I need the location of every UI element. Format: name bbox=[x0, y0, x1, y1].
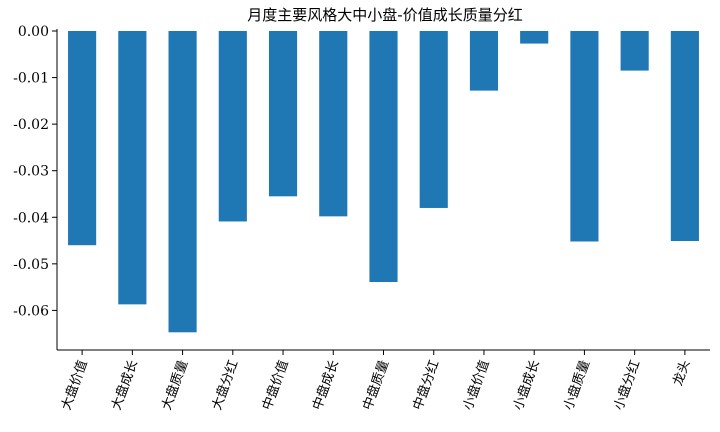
chart-title: 月度主要风格大中小盘-价值成长质量分红 bbox=[247, 6, 522, 24]
x-tick-label: 中盘分红 bbox=[410, 358, 443, 412]
bar-11 bbox=[570, 31, 599, 242]
y-tick-label: -0.04 bbox=[13, 210, 49, 226]
x-tick-label: 小盘质量 bbox=[560, 358, 593, 412]
x-tick-label: 中盘质量 bbox=[359, 358, 392, 412]
bar-12 bbox=[620, 31, 649, 71]
bar-7 bbox=[369, 31, 398, 283]
y-tick-label: 0.00 bbox=[18, 24, 49, 40]
x-tick-label: 大盘价值 bbox=[58, 358, 91, 412]
x-tick-label: 大盘分红 bbox=[209, 358, 242, 412]
x-axis: 大盘价值 大盘成长 大盘质量 大盘分红 中盘价值 中盘成长 中盘质量 中盘分红 小盘价值 小盘成长… bbox=[57, 349, 710, 412]
bar-2 bbox=[118, 31, 147, 305]
y-tick-label: -0.05 bbox=[13, 257, 49, 273]
y-axis: 0.00 -0.01 -0.02 -0.03 -0.04 -0.05 -0.06 bbox=[13, 24, 58, 350]
bar-4 bbox=[218, 31, 247, 222]
x-tick-label: 小盘成长 bbox=[510, 358, 543, 412]
y-tick-label: -0.01 bbox=[13, 71, 49, 87]
bar-1 bbox=[68, 31, 97, 246]
x-tick-label: 大盘成长 bbox=[108, 358, 141, 412]
x-tick-label: 小盘价值 bbox=[460, 358, 493, 412]
bar-8 bbox=[419, 31, 448, 208]
bar-13 bbox=[670, 31, 699, 242]
x-tick-label: 中盘成长 bbox=[309, 358, 342, 412]
bar-6 bbox=[319, 31, 348, 217]
y-tick-label: -0.03 bbox=[13, 164, 49, 180]
y-tick-label: -0.06 bbox=[13, 303, 49, 319]
bar-5 bbox=[268, 31, 298, 197]
x-tick-label: 小盘分红 bbox=[611, 358, 644, 412]
x-tick-label: 龙头 bbox=[671, 358, 694, 388]
bar-9 bbox=[469, 31, 499, 91]
bar-3 bbox=[168, 31, 197, 333]
x-tick-label: 大盘质量 bbox=[159, 358, 192, 412]
bars-group bbox=[68, 31, 699, 333]
y-tick-label: -0.02 bbox=[13, 117, 49, 133]
bar-10 bbox=[520, 31, 549, 44]
x-tick-label: 中盘价值 bbox=[259, 358, 292, 412]
